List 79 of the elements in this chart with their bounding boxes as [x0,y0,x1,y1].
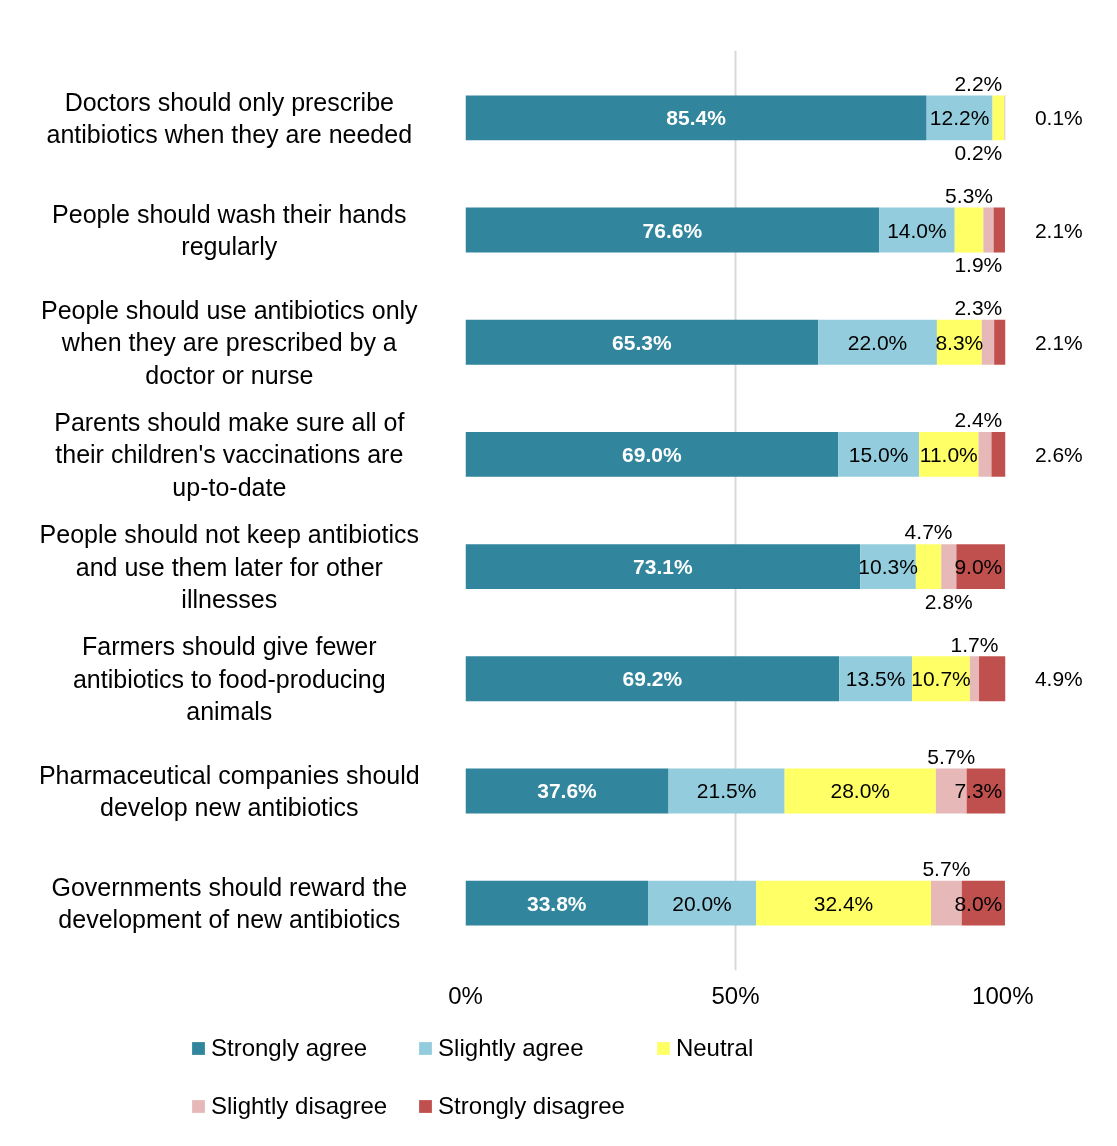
bar [465,768,669,814]
bar [756,880,931,926]
legend-label: Strongly agree [211,1034,368,1062]
bar [941,544,957,590]
data-label: 69.2% [622,667,683,691]
y-tick-label: Parents should make sure all of their children's vaccinations are up-to-date [54,407,405,501]
bar [992,95,1005,141]
data-label: 10.3% [858,555,918,579]
bar [981,319,995,365]
data-label: 11.0% [919,442,978,466]
bar [784,768,936,814]
bar [978,431,992,477]
legend-label: Slightly agree [438,1034,584,1062]
bar [993,207,1005,253]
data-label: 12.2% [929,106,990,130]
y-tick-label: People should wash their hands regularly [52,199,407,261]
data-label: 33.8% [526,891,587,915]
bar [915,544,942,590]
data-label: 85.4% [666,106,727,130]
data-label: 2.4% [954,408,1003,432]
bar [983,207,994,253]
data-label: 2.6% [1034,442,1083,466]
legend-label: Slightly disagree [211,1092,388,1120]
data-label: 15.0% [848,442,909,466]
data-label: 0.2% [954,141,1003,165]
bar [465,656,840,702]
x-tick-label: 50% [711,981,760,1009]
data-label: 0.1% [1034,106,1083,130]
y-tick-label: Pharmaceutical companies should develop new antibiotics [38,760,420,822]
bar [668,768,785,814]
data-label: 20.0% [672,891,732,915]
legend-label: Strongly disagree [438,1092,625,1120]
x-tick-label: 0% [448,981,483,1009]
data-label: 1.7% [950,632,999,656]
bar [994,319,1006,365]
data-label: 4.9% [1034,667,1083,691]
data-label: 21.5% [696,779,757,803]
data-label: 2.3% [954,295,1003,319]
y-tick-label: Governments should reward the development of new antibiotics [51,872,408,934]
bar [954,207,984,253]
data-label: 8.3% [935,330,984,354]
bar [465,431,839,477]
data-label: 69.0% [622,442,682,466]
data-label: 2.8% [924,589,973,613]
data-label: 10.7% [911,667,971,691]
y-tick-label: People should not keep antibiotics and use them later for other illnesses [39,520,420,614]
y-tick-label: Doctors should only prescribe antibiotics when they are needed [46,87,413,149]
data-label: 73.1% [633,555,693,579]
bar [465,880,649,926]
bar [465,319,819,365]
data-label: 32.4% [813,891,874,915]
bar [465,95,927,141]
bar [838,431,920,477]
bar [969,656,980,702]
bar [465,544,861,590]
bar [465,207,880,253]
data-label: 1.9% [954,253,1003,277]
x-tick-label: 100% [972,981,1034,1009]
bar [979,656,1006,702]
data-label: 5.7% [922,856,971,880]
data-label: 5.7% [927,744,976,768]
data-label: 14.0% [887,218,947,242]
data-label: 4.7% [904,520,953,544]
y-tick-label: Farmers should give fewer antibiotics to food-producing animals [72,632,386,726]
data-label: 2.1% [1034,218,1083,242]
legend-label: Neutral [675,1034,754,1062]
bar [818,319,937,365]
data-label: 22.0% [847,330,908,354]
data-label: 2.2% [954,71,1003,95]
bar [648,880,757,926]
data-label: 65.3% [612,330,672,354]
data-label: 76.6% [642,218,703,242]
data-label: 37.6% [537,779,598,803]
y-tick-label: People should use antibiotics only when they are prescribed by a doctor or nurse [40,295,419,389]
data-label: 5.3% [945,183,993,207]
data-label: 13.5% [845,667,906,691]
data-label: 28.0% [830,779,891,803]
bar [991,431,1006,477]
data-label: 2.1% [1034,330,1083,354]
